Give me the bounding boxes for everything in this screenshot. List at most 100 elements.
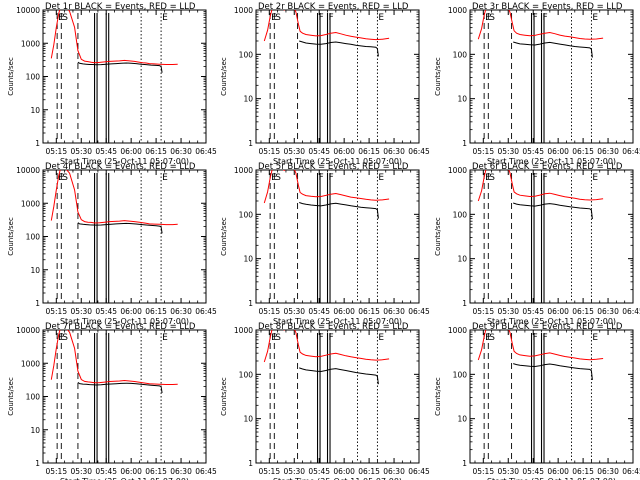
lld-series-line <box>477 10 604 40</box>
event-marker-label: F <box>319 173 324 183</box>
event-marker-label: E <box>378 173 384 183</box>
x-tick-label: 05:15 <box>472 307 494 316</box>
x-tick-label: 05:30 <box>283 307 305 316</box>
y-tick-label: 1000 <box>21 39 40 48</box>
event-marker-label: F <box>329 173 334 183</box>
y-axis-label: Counts/sec <box>220 57 228 96</box>
y-axis-label: Counts/sec <box>220 217 228 256</box>
x-tick-label: 06:00 <box>333 147 355 156</box>
events-series-line <box>299 40 379 57</box>
x-tick-label: 06:30 <box>170 147 192 156</box>
x-tick-label: 06:45 <box>622 147 640 156</box>
plot-frame <box>469 329 634 464</box>
x-tick-label: 06:00 <box>120 307 142 316</box>
x-tick-label: 05:15 <box>472 147 494 156</box>
x-tick-label: 05:45 <box>522 467 544 476</box>
y-tick-label: 1 <box>248 139 253 148</box>
chart-title: Det 7r BLACK = Events, RED = LLD <box>45 322 196 332</box>
chart-title: Det 9r BLACK = Events, RED = LLD <box>472 322 623 332</box>
event-marker-label: F <box>533 13 538 23</box>
x-tick-label: 06:00 <box>120 467 142 476</box>
y-tick-label: 100 <box>453 210 468 219</box>
y-tick-label: 100 <box>26 233 41 242</box>
chart-panel: 1 10 100 1000 05:15 05:30 05:45 06:00 06:15 06:30… <box>220 162 430 326</box>
y-axis-label: Counts/sec <box>434 377 442 416</box>
y-tick-label: 1 <box>462 299 467 308</box>
chart-panel: 1 10 100 1000 10000 05:15 05:30 05:45 06:00 06:15… <box>7 162 217 326</box>
x-tick-label: 06:15 <box>572 307 594 316</box>
x-axis-label: Start Time (25-Oct-11 05:07:00) <box>487 477 616 480</box>
x-tick-label: 06:45 <box>622 467 640 476</box>
y-tick-label: 1 <box>35 459 40 468</box>
event-marker-label: F <box>543 173 548 183</box>
x-axis-label: Start Time (25-Oct-11 05:07:00) <box>487 157 616 166</box>
x-tick-label: 06:45 <box>622 307 640 316</box>
x-axis-label: Start Time (25-Oct-11 05:07:00) <box>60 317 189 326</box>
y-tick-label: 1000 <box>234 326 253 335</box>
event-marker-label: F <box>533 333 538 343</box>
x-tick-label: 05:15 <box>45 147 67 156</box>
y-tick-label: 1 <box>248 459 253 468</box>
y-tick-label: 10 <box>30 266 40 275</box>
x-tick-label: 06:15 <box>572 147 594 156</box>
x-axis-label: Start Time (25-Oct-11 05:07:00) <box>273 317 402 326</box>
plot-frame <box>469 9 634 144</box>
event-marker-label: E <box>592 173 598 183</box>
y-tick-label: 1000 <box>21 359 40 368</box>
x-axis-label: Start Time (25-Oct-11 05:07:00) <box>273 157 402 166</box>
x-tick-label: 06:45 <box>195 467 217 476</box>
x-tick-label: 06:00 <box>333 467 355 476</box>
y-tick-label: 100 <box>239 210 254 219</box>
y-tick-label: 1000 <box>448 326 467 335</box>
y-tick-label: 10000 <box>16 166 40 175</box>
events-series-line <box>513 363 593 380</box>
y-tick-label: 1000 <box>448 166 467 175</box>
event-marker-label: E <box>592 333 598 343</box>
x-axis-label: Start Time (25-Oct-11 05:07:00) <box>273 477 402 480</box>
x-tick-label: 05:30 <box>70 467 92 476</box>
event-marker-label: F <box>329 333 334 343</box>
chart-title: Det 3r BLACK = Events, RED = LLD <box>472 2 623 12</box>
x-tick-label: 05:45 <box>308 307 330 316</box>
events-series-line <box>299 367 379 385</box>
y-axis-label: Counts/sec <box>7 217 15 256</box>
y-tick-label: 1000 <box>21 199 40 208</box>
y-tick-label: 100 <box>26 393 41 402</box>
x-tick-label: 06:30 <box>383 307 405 316</box>
y-tick-label: 10 <box>457 415 467 424</box>
y-tick-label: 1 <box>35 299 40 308</box>
lld-series-line <box>50 330 178 385</box>
y-tick-label: 100 <box>239 50 254 59</box>
x-tick-label: 05:45 <box>522 147 544 156</box>
lld-series-line <box>50 170 178 226</box>
x-tick-label: 05:30 <box>70 307 92 316</box>
chart-title: Det 2r BLACK = Events, RED = LLD <box>258 2 409 12</box>
x-tick-label: 05:30 <box>283 467 305 476</box>
y-tick-label: 1 <box>248 299 253 308</box>
y-tick-label: 1 <box>35 139 40 148</box>
x-tick-label: 05:30 <box>497 307 519 316</box>
chart-title: Det 8r BLACK = Events, RED = LLD <box>258 322 409 332</box>
events-series-line <box>77 61 163 73</box>
lld-series-line <box>263 10 390 42</box>
plot-frame <box>469 169 634 304</box>
x-tick-label: 06:15 <box>145 307 167 316</box>
x-tick-label: 06:30 <box>383 147 405 156</box>
x-tick-label: 05:30 <box>497 467 519 476</box>
event-marker-label: E <box>162 13 168 23</box>
y-axis-label: Counts/sec <box>220 377 228 416</box>
y-tick-label: 1000 <box>448 6 467 15</box>
event-marker-label: E <box>592 13 598 23</box>
x-tick-label: 06:30 <box>597 307 619 316</box>
lld-series-line <box>477 330 604 361</box>
x-tick-label: 06:15 <box>358 467 380 476</box>
lld-series-line <box>50 10 178 65</box>
event-marker-label: S <box>62 13 68 23</box>
chart-title: Det 5r BLACK = Events, RED = LLD <box>258 162 409 172</box>
chart-panel: 1 10 100 1000 05:15 05:30 05:45 06:00 06:15 06:30… <box>434 322 640 480</box>
chart-panel: 1 10 100 1000 05:15 05:30 05:45 06:00 06:15 06:30… <box>434 162 640 326</box>
event-marker-label: S <box>489 13 495 23</box>
event-marker-label: S <box>62 333 68 343</box>
x-tick-label: 06:45 <box>195 147 217 156</box>
events-series-line <box>77 381 163 393</box>
